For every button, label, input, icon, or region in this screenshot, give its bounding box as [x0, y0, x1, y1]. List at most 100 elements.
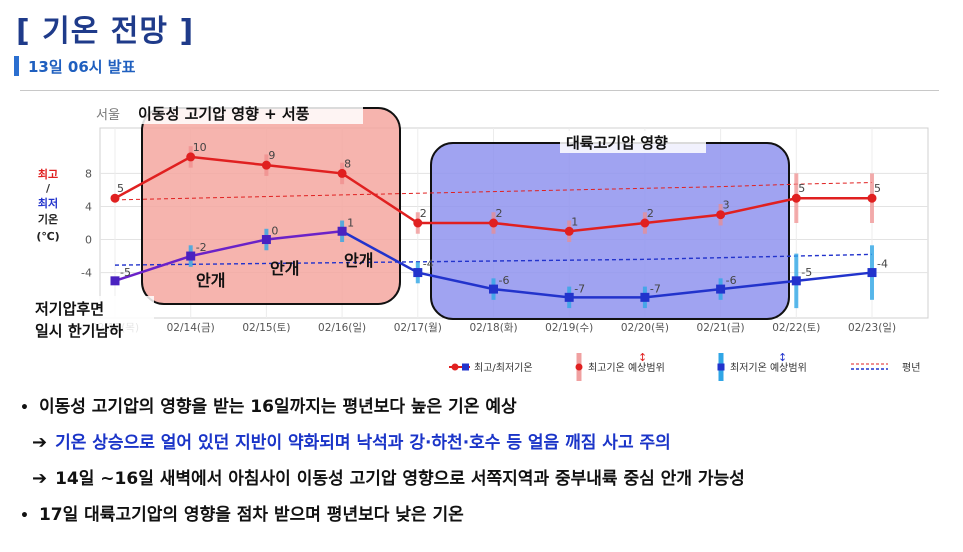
high-point [489, 218, 498, 228]
svg-text:↕: ↕ [778, 351, 787, 364]
y-label-temp: 기온 [38, 212, 58, 226]
high-data-label: 2 [496, 207, 503, 220]
note-bg [30, 296, 154, 342]
low-point [186, 251, 196, 261]
x-tick-label: 02/19(수) [545, 322, 593, 334]
high-data-label: 8 [344, 157, 351, 170]
x-tick-label: 02/20(목) [621, 322, 669, 334]
normal-low-line [114, 253, 873, 266]
x-tick-label: 02/15(토) [242, 322, 290, 334]
x-tick-label: 02/17(월) [394, 322, 442, 334]
high-point [261, 160, 271, 170]
arrow-icon: ➔ [32, 432, 48, 453]
legend-label-low-range: 최저기온 예상범위 [730, 361, 807, 374]
high-point [867, 193, 877, 203]
high-point [337, 168, 347, 178]
x-tick-label: 02/23(일) [848, 321, 896, 334]
bullet-4: • 17일 대륙고기압의 영향을 점차 받으며 평년보다 낮은 기온 [20, 500, 464, 525]
y-tick-label: -4 [81, 267, 92, 280]
legend-label-observed: 최고/최저기온 [474, 362, 533, 374]
note-line-1: 저기압후면 [35, 300, 104, 318]
legend-label-high-range: 최고기온 예상범위 [588, 361, 665, 374]
low-data-label: 1 [347, 216, 354, 229]
high-point [791, 193, 801, 203]
legend-item-low-range: 최저기온 예상범위 ↕ [717, 351, 807, 381]
x-tick-labels: 02/13(목)02/14(금)02/15(토)02/16(일)02/17(월)… [91, 321, 896, 334]
x-tick-label: 02/16(일) [318, 321, 366, 334]
y-tick-label: 0 [85, 234, 92, 247]
high-data-label: 2 [420, 207, 427, 220]
legend-item-high-range: 최고기온 예상범위 ↕ [575, 351, 665, 381]
low-data-label: -6 [726, 274, 737, 287]
low-data-label: -6 [499, 274, 510, 287]
note-line-2: 일시 한기남하 [35, 322, 123, 340]
box2-title-bg [560, 131, 706, 153]
normal-lines [114, 182, 873, 266]
bullet-marker: • [20, 508, 29, 524]
low-point [640, 292, 650, 302]
high-point [716, 210, 726, 220]
region-label: 서울 [96, 108, 120, 123]
high-data-label: 9 [268, 149, 275, 162]
low-data-label: 0 [271, 225, 278, 238]
high-data-label: 1 [571, 215, 578, 228]
bullet-marker: • [20, 400, 29, 416]
y-tick-label: 8 [85, 167, 92, 180]
high-data-label: 10 [193, 141, 207, 154]
title-divider [20, 90, 939, 91]
y-tick-label: 4 [85, 200, 92, 213]
low-point [867, 268, 877, 278]
x-tick-label: 02/14(금) [167, 322, 215, 334]
low-data-label: -2 [196, 241, 207, 254]
annotation-box-continental-high [430, 142, 790, 320]
x-tick-label: 02/21(금) [697, 322, 745, 334]
low-point [716, 284, 726, 294]
legend-item-normal: 평년 [851, 362, 920, 374]
high-data-label: 5 [117, 182, 124, 195]
low-point [489, 284, 498, 294]
y-tick-labels: 8 4 0 -4 [81, 167, 92, 279]
high-data-label: 3 [723, 199, 730, 212]
fog-label-15: 안개 [270, 259, 299, 278]
chart-legend: 최고/최저기온 최고기온 예상범위 ↕ 최저기온 예상범위 ↕ 평년 [449, 351, 920, 381]
low-data-label: -5 [120, 266, 131, 279]
normal-high-line [114, 182, 873, 201]
bullet-2: ➔ 기온 상승으로 얼어 있던 지반이 약화되며 낙석과 강·하천·호수 등 얼음… [32, 428, 671, 453]
box2-title: 대륙고기압 영향 [566, 134, 668, 152]
high-point [640, 218, 650, 228]
low-data-label: -4 [877, 258, 888, 271]
low-point [337, 226, 347, 236]
low-point [413, 268, 423, 278]
low-data-label: -7 [650, 282, 661, 295]
y-axis-label: 최고 / 최저 기온 (℃) [36, 167, 59, 243]
bullet-3: ➔ 14일 ~16일 새벽에서 아침사이 이동성 고기압 영향으로 서쪽지역과 중… [32, 464, 745, 489]
arrow-icon: ➔ [32, 468, 48, 489]
bullet-text: 14일 ~16일 새벽에서 아침사이 이동성 고기압 영향으로 서쪽지역과 중부… [55, 469, 745, 489]
page-title: [ 기온 전망 ] [16, 14, 195, 49]
fog-label-14: 안개 [196, 271, 225, 290]
x-tick-label: 02/22(토) [772, 322, 820, 334]
bullet-text: 17일 대륙고기압의 영향을 점차 받으며 평년보다 낮은 기온 [38, 505, 464, 525]
high-point [413, 218, 423, 228]
x-tick-label: 02/18(화) [469, 322, 517, 334]
page-subtitle: 13일 06시 발표 [28, 58, 136, 76]
high-point [186, 152, 196, 162]
low-point [791, 276, 801, 286]
low-point [261, 235, 271, 245]
y-label-high: 최고 [38, 167, 58, 181]
bullet-text: 기온 상승으로 얼어 있던 지반이 약화되며 낙석과 강·하천·호수 등 얼음 … [55, 433, 671, 453]
low-point [110, 276, 120, 286]
box1-title: 이동성 고기압 영향 + 서풍 [138, 105, 310, 123]
low-point [564, 292, 574, 302]
low-data-label: -7 [574, 282, 585, 295]
series-marks: 5 10 9 8 2 2 1 2 3 5 5 -5 -2 0 1 -4 -6 -7 -7 -6 -5 -4 [110, 141, 888, 302]
fog-label-16: 안개 [344, 251, 373, 270]
low-data-label: -5 [801, 266, 812, 279]
svg-text:↕: ↕ [638, 351, 647, 364]
high-point [110, 193, 120, 203]
y-label-unit: (℃) [36, 230, 59, 243]
y-label-low: 최저 [38, 196, 58, 210]
subtitle-accent-bar [14, 56, 19, 76]
high-point [564, 226, 574, 236]
